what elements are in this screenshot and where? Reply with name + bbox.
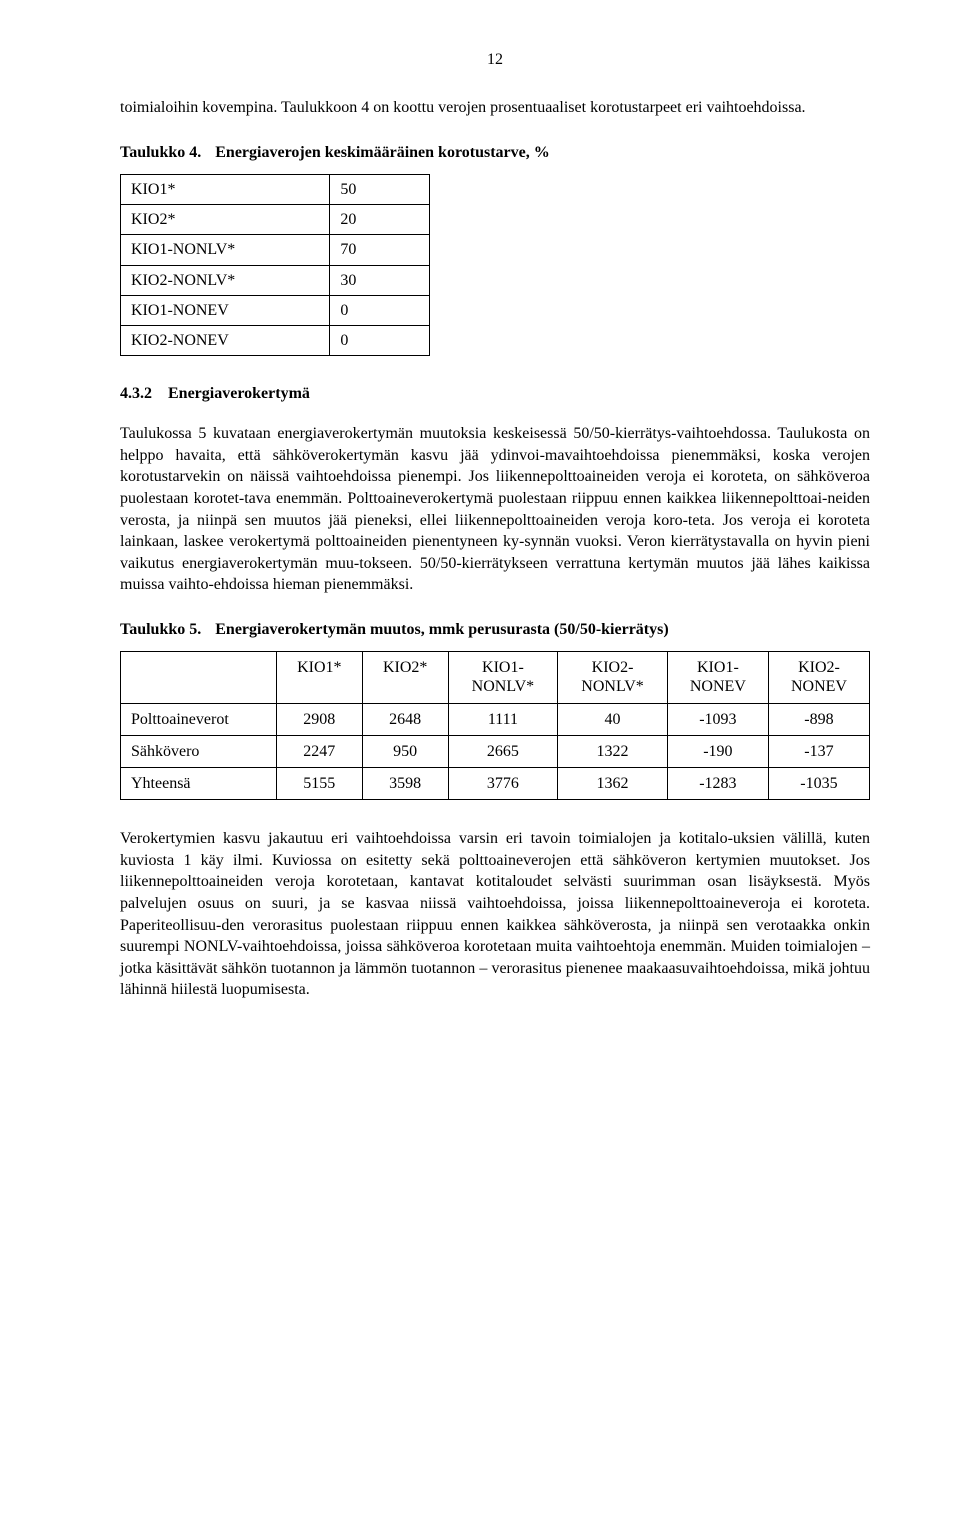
table5-header-cell: KIO1-NONLV* <box>448 652 558 703</box>
table5-value-cell: 1362 <box>558 767 668 799</box>
table-row: Sähkövero224795026651322-190-137 <box>121 735 870 767</box>
table5-caption-title: Energiaverokertymän muutos, mmk perusura… <box>215 621 668 638</box>
table4-label-cell: KIO2* <box>121 205 330 235</box>
table5-value-cell: 2247 <box>276 735 362 767</box>
paragraph-1: toimialoihin kovempina. Taulukkoon 4 on … <box>120 97 870 119</box>
table5-value-cell: 1111 <box>448 703 558 735</box>
table4-caption: Taulukko 4. Energiaverojen keskimääräine… <box>120 143 870 162</box>
page-number: 12 <box>120 50 870 69</box>
table5-caption-label: Taulukko 5. <box>120 621 201 638</box>
table4-value-cell: 30 <box>330 265 430 295</box>
table5-label-cell: Polttoaineverot <box>121 703 277 735</box>
table5-value-cell: 2665 <box>448 735 558 767</box>
table5-value-cell: 1322 <box>558 735 668 767</box>
table5-label-cell: Sähkövero <box>121 735 277 767</box>
table-row: Polttoaineverot29082648111140-1093-898 <box>121 703 870 735</box>
table-row: KIO2*20 <box>121 205 430 235</box>
table5-value-cell: -190 <box>667 735 768 767</box>
table4-value-cell: 0 <box>330 325 430 355</box>
table5-caption: Taulukko 5. Energiaverokertymän muutos, … <box>120 620 870 639</box>
table4-value-cell: 0 <box>330 295 430 325</box>
table4-value-cell: 50 <box>330 174 430 204</box>
table5-header-cell: KIO1* <box>276 652 362 703</box>
table4-label-cell: KIO1-NONEV <box>121 295 330 325</box>
table4: KIO1*50KIO2*20KIO1-NONLV*70KIO2-NONLV*30… <box>120 174 430 356</box>
table5-value-cell: -1283 <box>667 767 768 799</box>
table4-label-cell: KIO1* <box>121 174 330 204</box>
table5-header-cell: KIO2* <box>362 652 448 703</box>
table-row: KIO1*50 <box>121 174 430 204</box>
table-row: Yhteensä5155359837761362-1283-1035 <box>121 767 870 799</box>
table5-header-cell: KIO2-NONEV <box>768 652 869 703</box>
table-row: KIO1-NONLV*70 <box>121 235 430 265</box>
subheading-number: 4.3.2 <box>120 385 152 402</box>
subheading-title: Energiaverokertymä <box>168 385 310 402</box>
table5-value-cell: 5155 <box>276 767 362 799</box>
table5-value-cell: -1093 <box>667 703 768 735</box>
table5-value-cell: 40 <box>558 703 668 735</box>
table5-header-cell <box>121 652 277 703</box>
table5-value-cell: 2648 <box>362 703 448 735</box>
table-row: KIO2-NONLV*30 <box>121 265 430 295</box>
table4-value-cell: 70 <box>330 235 430 265</box>
table5-value-cell: -137 <box>768 735 869 767</box>
paragraph-3: Verokertymien kasvu jakautuu eri vaihtoe… <box>120 828 870 1001</box>
table5-value-cell: -898 <box>768 703 869 735</box>
table4-label-cell: KIO2-NONEV <box>121 325 330 355</box>
table4-value-cell: 20 <box>330 205 430 235</box>
table-row: KIO2-NONEV0 <box>121 325 430 355</box>
subheading: 4.3.2 Energiaverokertymä <box>120 384 870 403</box>
table5-label-cell: Yhteensä <box>121 767 277 799</box>
table5-header-cell: KIO2-NONLV* <box>558 652 668 703</box>
table5-header-cell: KIO1-NONEV <box>667 652 768 703</box>
table4-label-cell: KIO1-NONLV* <box>121 235 330 265</box>
table-row: KIO1-NONEV0 <box>121 295 430 325</box>
table4-caption-title: Energiaverojen keskimääräinen korotustar… <box>215 144 550 161</box>
table5-value-cell: -1035 <box>768 767 869 799</box>
table5-value-cell: 3776 <box>448 767 558 799</box>
table4-label-cell: KIO2-NONLV* <box>121 265 330 295</box>
table5-value-cell: 3598 <box>362 767 448 799</box>
table5-value-cell: 950 <box>362 735 448 767</box>
paragraph-2: Taulukossa 5 kuvataan energiaverokertymä… <box>120 423 870 596</box>
table5-value-cell: 2908 <box>276 703 362 735</box>
table4-caption-label: Taulukko 4. <box>120 144 201 161</box>
table5: KIO1*KIO2*KIO1-NONLV*KIO2-NONLV*KIO1-NON… <box>120 651 870 800</box>
